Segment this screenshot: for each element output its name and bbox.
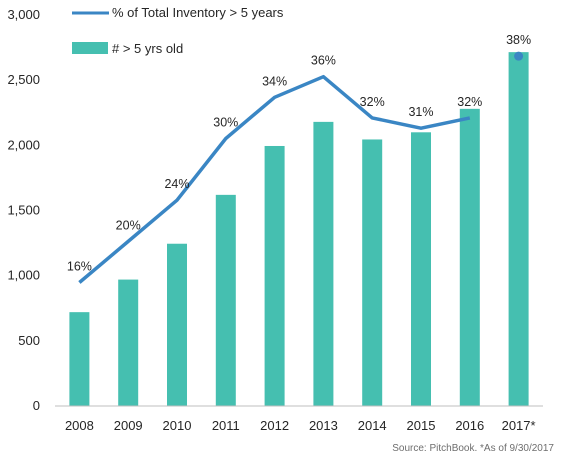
data-label-2013: 36% [311, 54, 336, 68]
x-tick-label-2015: 2015 [407, 418, 436, 433]
x-tick-label-2013: 2013 [309, 418, 338, 433]
data-label-2009: 20% [116, 218, 141, 232]
series-line [78, 74, 471, 284]
legend-label-line: % of Total Inventory > 5 years [112, 5, 284, 20]
data-label-2012: 34% [262, 74, 287, 88]
y-tick-label-1000: 1,000 [7, 268, 40, 283]
x-tick-label-2010: 2010 [163, 418, 192, 433]
bar-2011 [215, 194, 236, 406]
y-tick-label-500: 500 [18, 333, 40, 348]
data-label-2011: 30% [213, 115, 238, 129]
x-tick-label-2009: 2009 [114, 418, 143, 433]
x-tick-label-2017: 2017* [502, 418, 536, 433]
x-axis: 2008 2009 2010 2011 2012 2013 2014 2015 2016 2017… [55, 405, 543, 433]
data-label-2015: 31% [408, 105, 433, 119]
bar-2016 [459, 108, 480, 406]
y-axis: 0 500 1,000 1,500 2,000 2,500 3,000 [7, 7, 40, 413]
y-tick-label-3000: 3,000 [7, 7, 40, 22]
data-label-2016: 32% [457, 95, 482, 109]
bar-2010 [167, 243, 187, 406]
data-label-2010: 24% [164, 177, 189, 191]
data-label-2008: 16% [67, 260, 92, 274]
y-tick-label-2000: 2,000 [7, 137, 40, 152]
x-tick-label-2016: 2016 [455, 418, 484, 433]
bar-2012 [264, 145, 285, 407]
bar-2008 [69, 312, 90, 406]
data-label-2014: 32% [360, 95, 385, 109]
y-tick-label-0: 0 [33, 398, 40, 413]
bar-2014 [362, 139, 383, 407]
legend: % of Total Inventory > 5 years # > 5 yrs… [72, 5, 284, 56]
bars-layer [69, 52, 529, 407]
x-tick-label-2012: 2012 [260, 418, 289, 433]
bar-2013 [313, 121, 334, 406]
bar-2017 [508, 52, 529, 407]
x-tick-label-2011: 2011 [212, 418, 240, 433]
source-note: Source: PitchBook. *As of 9/30/2017 [392, 443, 554, 454]
legend-label-bar: # > 5 yrs old [112, 41, 183, 56]
y-tick-label-2500: 2,500 [7, 72, 40, 87]
x-tick-label-2014: 2014 [358, 418, 387, 433]
data-label-2017: 38% [506, 33, 531, 47]
x-tick-label-2008: 2008 [65, 418, 94, 433]
point-2017 [514, 51, 524, 61]
bar-2009 [118, 279, 139, 406]
y-tick-label-1500: 1,500 [7, 203, 40, 218]
data-labels: 16% 20% 24% 30% 34% 36% 32% 31% 32% 38% [67, 33, 531, 273]
bar-2015 [411, 132, 431, 407]
line-layer [78, 51, 524, 284]
legend-box-marker [72, 42, 108, 54]
